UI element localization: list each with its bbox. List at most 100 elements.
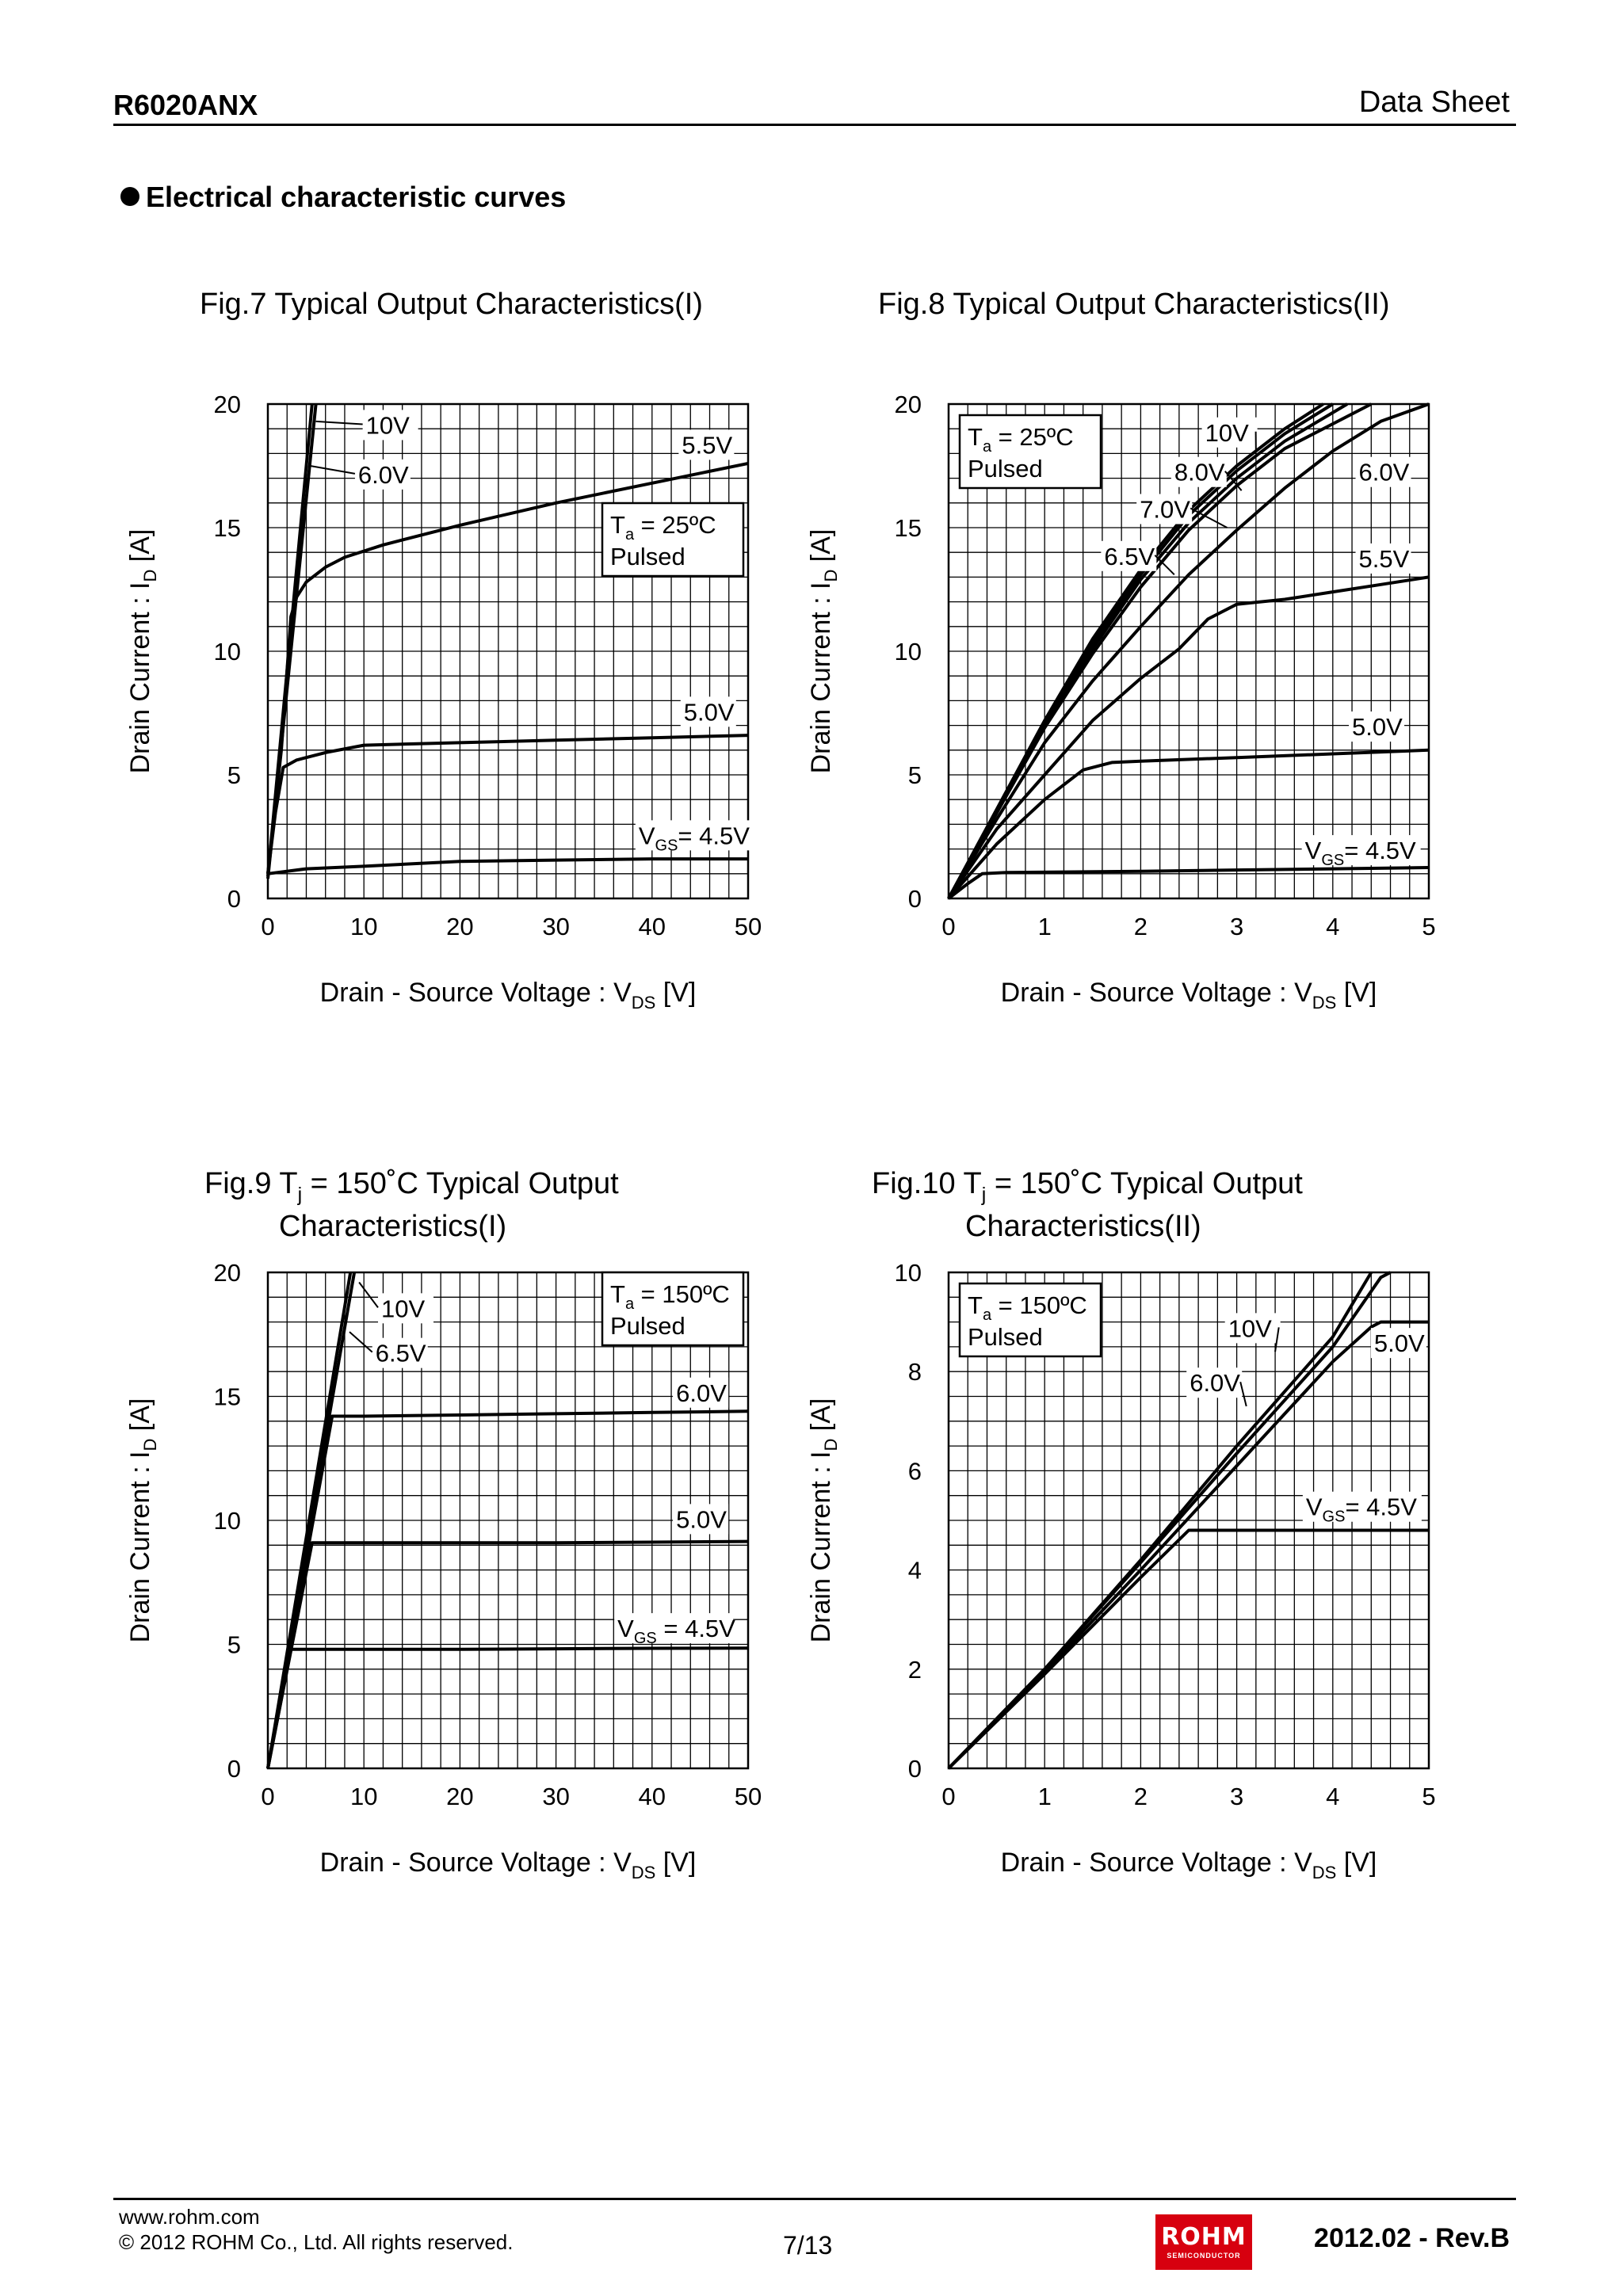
- x-axis-label: Drain - Source Voltage : VDS [V]: [320, 978, 697, 1013]
- x-axis-label: Drain - Source Voltage : VDS [V]: [1001, 1848, 1377, 1882]
- condition-temperature: Ta = 150ºC: [610, 1280, 730, 1313]
- series-line-10V: [266, 403, 318, 879]
- condition-mode: Pulsed: [610, 1312, 685, 1340]
- revision: 2012.02 - Rev.B: [1314, 2223, 1510, 2253]
- plot-frame: [947, 402, 1430, 900]
- fig9-chart: Fig.9 Tj = 150˚C Typical Output Character…: [125, 1167, 762, 1882]
- curve-label-bg: [1355, 456, 1411, 487]
- curve-label: 5.0V: [684, 698, 735, 726]
- curve-label-bg: [673, 1377, 729, 1408]
- y-tick-label: 5: [227, 761, 241, 789]
- y-tick-label: 10: [895, 638, 922, 666]
- curve-label-bg: [1101, 540, 1157, 571]
- x-tick-label: 0: [261, 1783, 274, 1810]
- y-tick-label: 0: [908, 885, 922, 913]
- curve-label-bg: [1355, 543, 1411, 574]
- condition-box: [958, 1282, 1102, 1358]
- page-number: 7/13: [783, 2231, 833, 2260]
- chart-title-line2: Characteristics(I): [279, 1210, 506, 1243]
- x-tick-label: 5: [1422, 1783, 1435, 1810]
- y-tick-label: 0: [227, 1755, 241, 1783]
- y-tick-label: 5: [908, 761, 922, 789]
- condition-mode: Pulsed: [610, 543, 685, 570]
- y-axis-label: Drain Current : ID [A]: [125, 1398, 160, 1643]
- x-tick-label: 0: [261, 913, 274, 940]
- series-line-6.5V: [947, 402, 1373, 899]
- x-tick-label: 20: [446, 913, 473, 940]
- curve-label-bg: [378, 1293, 434, 1324]
- curve-leader-line: [315, 420, 363, 425]
- curve-label-bg: [678, 429, 735, 460]
- curve-label: VGS= 4.5V: [1306, 1493, 1417, 1526]
- curve-label-bg: [1370, 1328, 1426, 1359]
- x-tick-label: 0: [941, 913, 955, 940]
- curve-label: 5.0V: [676, 1505, 727, 1533]
- fig8-chart: Fig.8 Typical Output Characteristics(II)…: [806, 288, 1436, 1013]
- condition-mode: Pulsed: [968, 1323, 1043, 1351]
- bullet-icon: [120, 187, 139, 206]
- document-type: Data Sheet: [1358, 86, 1510, 119]
- chart-title-line2: Characteristics(II): [965, 1210, 1201, 1243]
- series-line-6.0V: [947, 1271, 1392, 1770]
- series-line-6.0V: [266, 403, 314, 877]
- curve-leader-line: [1224, 471, 1243, 491]
- x-tick-label: 1: [1038, 1783, 1052, 1810]
- y-tick-label: 6: [908, 1457, 922, 1485]
- y-tick-label: 0: [227, 885, 241, 913]
- x-tick-label: 40: [639, 913, 666, 940]
- series-line-7.0V: [947, 402, 1349, 899]
- section-heading: Electrical characteristic curves: [120, 181, 566, 214]
- series-line-10V: [947, 402, 1324, 899]
- chart-grid: [268, 404, 748, 898]
- curve-label: 10V: [381, 1295, 425, 1322]
- series-line-VGS-4.5V: [947, 866, 1430, 900]
- curve-leader-line: [349, 1331, 373, 1353]
- y-tick-label: 2: [908, 1656, 922, 1684]
- condition-box: [601, 502, 745, 578]
- curve-leader-line: [358, 1281, 379, 1308]
- series-line-5.5V: [947, 575, 1430, 900]
- plot-frame: [266, 1271, 750, 1770]
- chart-grid: [949, 1272, 1429, 1768]
- y-tick-label: 10: [895, 1259, 922, 1287]
- series-line-6.0V: [266, 1409, 749, 1769]
- y-tick-label: 20: [895, 391, 922, 418]
- curve-label: 5.5V: [1359, 545, 1410, 573]
- series-line-5.0V: [947, 748, 1430, 900]
- condition-temperature: Ta = 150ºC: [968, 1291, 1087, 1324]
- series-line-VGS-4.5V: [267, 857, 748, 875]
- x-tick-label: 2: [1134, 1783, 1148, 1810]
- curve-label-bg: [1301, 835, 1421, 866]
- x-tick-label: 3: [1230, 1783, 1243, 1810]
- y-axis-label: Drain Current : ID [A]: [806, 529, 841, 774]
- curve-leader-line: [1239, 1382, 1247, 1407]
- condition-box: [601, 1271, 745, 1347]
- logo-text: ROHM: [1161, 2223, 1247, 2251]
- chart-title: Fig.10 Tj = 150˚C Typical Output: [872, 1167, 1303, 1206]
- curve-label: 6.0V: [1190, 1369, 1240, 1397]
- curve-label: 6.5V: [1104, 543, 1155, 570]
- curve-label: VGS = 4.5V: [617, 1615, 735, 1647]
- y-tick-label: 0: [908, 1755, 922, 1783]
- y-tick-label: 8: [908, 1358, 922, 1386]
- curve-label: 6.5V: [376, 1340, 426, 1367]
- chart-grid: [268, 1272, 748, 1768]
- x-tick-label: 0: [941, 1783, 955, 1810]
- header-divider: [113, 124, 1516, 126]
- curve-label-bg: [354, 459, 411, 490]
- y-tick-label: 15: [214, 1383, 241, 1411]
- y-tick-label: 10: [214, 1507, 241, 1535]
- series-line-5.5V: [266, 461, 749, 875]
- curve-label-bg: [614, 1613, 734, 1644]
- condition-temperature: Ta = 25ºC: [968, 423, 1074, 456]
- curve-leader-line: [1274, 1327, 1280, 1352]
- plot-frame: [266, 402, 750, 900]
- series-line-6.5V: [266, 1272, 353, 1769]
- curve-label: 5.0V: [1352, 713, 1403, 741]
- series-line-8.0V: [947, 402, 1334, 899]
- x-tick-label: 4: [1326, 913, 1339, 940]
- curve-label-bg: [362, 410, 418, 441]
- x-tick-label: 20: [446, 1783, 473, 1810]
- curve-label-bg: [1201, 417, 1258, 448]
- curve-label: 10V: [366, 411, 410, 439]
